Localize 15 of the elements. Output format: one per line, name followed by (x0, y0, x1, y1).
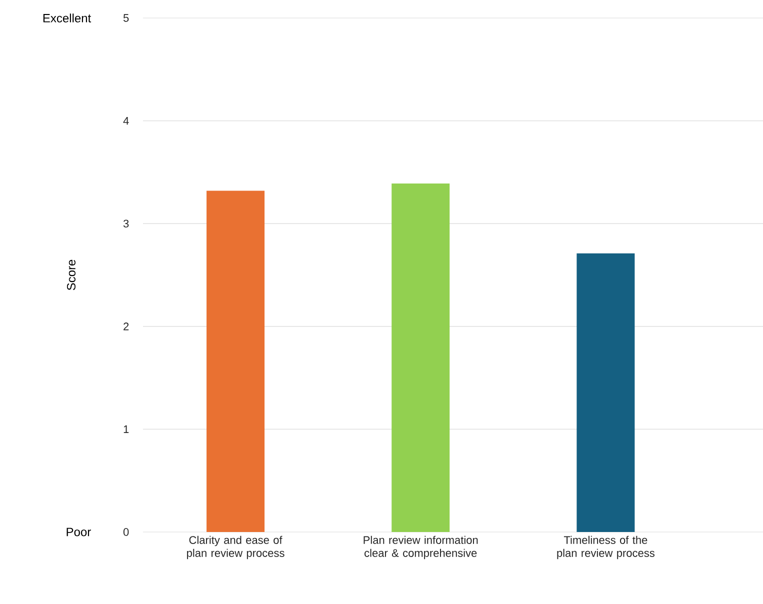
y-tick-label: 5 (123, 14, 129, 22)
y-tick-label: 0 (123, 528, 129, 536)
y-tick-label: 1 (124, 425, 129, 433)
text: Excellent (43, 14, 92, 22)
bar (392, 184, 450, 532)
x-tick-label: Plan review information clear & comprehensive (364, 536, 478, 560)
y-axis-title: Score (66, 260, 76, 290)
y-tick-label: 2 (124, 322, 129, 330)
bar (576, 253, 635, 532)
x-tick-label: Clarity and ease of plan review process (187, 536, 284, 560)
text: Poor (66, 528, 91, 536)
y-tick-label: 4 (123, 117, 129, 125)
y-tick-label: 3 (123, 220, 129, 228)
x-tick-label: Timeliness of the plan review process (557, 536, 654, 560)
bar (206, 190, 265, 532)
